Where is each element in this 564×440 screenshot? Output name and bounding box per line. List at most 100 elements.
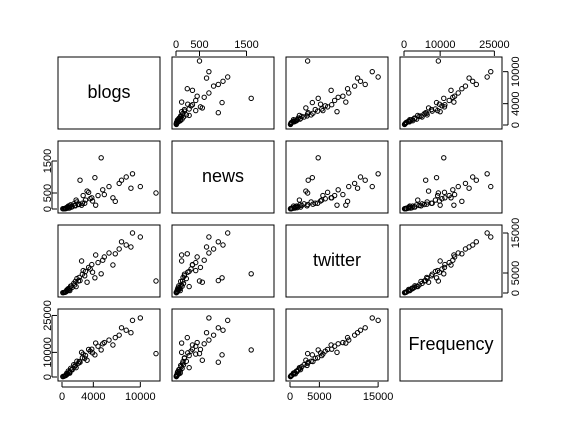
- point-blogs-vs-news-28: [225, 74, 231, 80]
- point-frequency-vs-news-1: [220, 327, 226, 333]
- point-twitter-vs-news-12: [206, 250, 212, 256]
- right-tick-label-twitter-1: 5000: [510, 261, 522, 285]
- panel-frequency-blogs: [57, 308, 161, 382]
- point-news-vs-twitter-28: [375, 171, 381, 177]
- point-frequency-vs-blogs-3: [98, 347, 104, 353]
- left-tick-label-frequency-1: 10000: [42, 337, 54, 368]
- point-twitter-vs-blogs-15: [116, 246, 122, 252]
- point-twitter-vs-news-15: [210, 246, 217, 252]
- point-blogs-vs-twitter-2: [354, 75, 361, 81]
- point-twitter-vs-news-31: [193, 267, 199, 274]
- panel-frequency-frequency: [399, 308, 503, 382]
- point-frequency-vs-news-3: [248, 347, 254, 353]
- point-news-vs-blogs-41: [89, 195, 95, 201]
- point-frequency-vs-news-44: [180, 358, 186, 365]
- point-news-vs-twitter-6: [303, 188, 309, 194]
- point-news-vs-blogs-27: [118, 177, 125, 183]
- point-blogs-vs-news-41: [189, 102, 196, 108]
- point-news-vs-twitter-39: [305, 177, 311, 183]
- point-news-vs-blogs-0: [153, 190, 159, 196]
- point-frequency-vs-blogs-41: [89, 346, 95, 352]
- point-twitter-vs-news-41: [189, 261, 196, 268]
- point-frequency-vs-twitter-7: [334, 349, 340, 356]
- point-blogs-vs-twitter-7: [334, 108, 340, 115]
- point-frequency-vs-news-24: [193, 343, 199, 349]
- point-twitter-vs-blogs-12: [106, 250, 112, 256]
- point-frequency-vs-news-29: [206, 315, 212, 321]
- panel-news-frequency: [399, 140, 503, 214]
- point-news-vs-twitter-46: [297, 204, 304, 210]
- point-news-vs-blogs-28: [129, 171, 136, 177]
- point-twitter-vs-blogs-6: [84, 279, 90, 285]
- point-twitter-vs-blogs-14: [110, 262, 116, 268]
- point-blogs-vs-twitter-4: [309, 99, 316, 106]
- left-tick-label-news-1: 500: [42, 184, 54, 202]
- point-twitter-vs-news-28: [225, 230, 231, 236]
- point-blogs-vs-frequency-2: [466, 75, 472, 81]
- left-tick-label-frequency-0: 0: [42, 374, 54, 380]
- point-news-vs-frequency-44: [424, 201, 430, 207]
- point-frequency-vs-blogs-43: [79, 355, 86, 361]
- point-news-vs-blogs-13: [101, 191, 108, 198]
- point-frequency-vs-twitter-28: [375, 317, 381, 324]
- bottom-tick-label-twitter-1: 5000: [307, 391, 331, 403]
- point-news-vs-twitter-31: [320, 192, 326, 199]
- point-blogs-vs-news-1: [220, 78, 226, 84]
- point-frequency-vs-blogs-16: [89, 350, 96, 356]
- point-twitter-vs-frequency-45: [418, 278, 424, 285]
- point-blogs-vs-frequency-12: [455, 90, 461, 96]
- point-blogs-vs-frequency-16: [436, 101, 443, 107]
- point-blogs-vs-twitter-0: [304, 58, 311, 64]
- point-twitter-vs-news-13: [194, 254, 200, 260]
- panel-blogs-blogs: [57, 56, 161, 130]
- point-blogs-vs-frequency-41: [442, 102, 448, 108]
- point-news-vs-blogs-4: [92, 174, 98, 181]
- point-frequency-vs-blogs-2: [128, 329, 134, 336]
- point-twitter-vs-news-4: [219, 275, 225, 281]
- point-twitter-vs-news-40: [178, 252, 185, 258]
- left-tick-label-news-0: 0: [42, 206, 54, 212]
- right-tick-label-blogs-2: 10000: [510, 56, 522, 87]
- point-frequency-vs-news-25: [201, 341, 207, 347]
- point-twitter-vs-frequency-28: [484, 230, 490, 236]
- point-blogs-vs-news-49: [173, 119, 180, 126]
- left-tick-label-frequency-2: 25000: [42, 300, 54, 331]
- point-news-vs-twitter-8: [296, 197, 303, 203]
- point-frequency-vs-news-45: [178, 362, 184, 369]
- point-frequency-vs-news-31: [193, 351, 199, 357]
- point-blogs-vs-twitter-25: [335, 94, 341, 100]
- right-tick-label-blogs-0: 0: [510, 122, 522, 128]
- bottom-tick-label-twitter-2: 15000: [363, 391, 394, 403]
- point-frequency-vs-news-15: [210, 332, 217, 338]
- point-twitter-vs-frequency-24: [446, 259, 452, 266]
- point-blogs-vs-news-15: [210, 83, 217, 89]
- point-frequency-vs-news-6: [199, 357, 206, 363]
- point-frequency-vs-blogs-47: [67, 368, 73, 375]
- point-news-vs-frequency-12: [455, 183, 461, 190]
- point-frequency-vs-twitter-4: [309, 352, 316, 358]
- point-twitter-vs-news-7: [178, 258, 185, 264]
- point-frequency-vs-blogs-26: [112, 334, 118, 341]
- point-frequency-vs-twitter-27: [362, 325, 368, 331]
- point-twitter-vs-blogs-43: [79, 271, 86, 277]
- panel-blogs-twitter: [285, 56, 389, 130]
- panel-blogs-frequency: [399, 56, 503, 130]
- point-blogs-vs-twitter-14: [328, 87, 334, 94]
- left-tick-label-news-2: 1500: [42, 149, 54, 173]
- point-twitter-vs-blogs-45: [72, 278, 79, 285]
- point-twitter-vs-frequency-7: [437, 258, 443, 264]
- point-blogs-vs-frequency-45: [418, 113, 424, 119]
- point-frequency-vs-blogs-25: [100, 341, 106, 347]
- point-news-vs-frequency-32: [424, 199, 430, 205]
- point-news-vs-frequency-28: [484, 171, 490, 177]
- point-news-vs-frequency-45: [418, 203, 424, 209]
- point-frequency-vs-twitter-43: [314, 355, 321, 361]
- point-news-vs-blogs-1: [123, 174, 129, 180]
- point-frequency-vs-news-12: [206, 337, 212, 343]
- point-news-vs-twitter-44: [310, 201, 316, 207]
- point-news-vs-blogs-42: [82, 197, 89, 203]
- point-twitter-vs-blogs-25: [100, 257, 106, 263]
- bottom-tick-label-blogs-1: 4000: [81, 391, 105, 403]
- point-news-vs-blogs-17: [82, 200, 88, 206]
